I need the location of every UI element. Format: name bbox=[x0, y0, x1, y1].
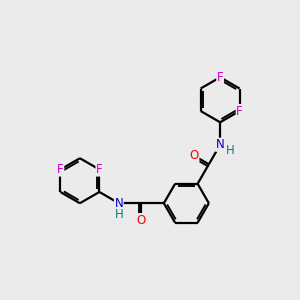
Text: O: O bbox=[190, 149, 199, 162]
Text: H: H bbox=[115, 208, 123, 221]
Text: H: H bbox=[226, 144, 234, 157]
Text: F: F bbox=[57, 163, 64, 176]
Text: O: O bbox=[137, 214, 146, 226]
Text: F: F bbox=[217, 71, 224, 84]
Text: N: N bbox=[115, 197, 123, 210]
Text: F: F bbox=[236, 104, 243, 118]
Text: N: N bbox=[216, 138, 224, 151]
Text: F: F bbox=[96, 163, 103, 176]
